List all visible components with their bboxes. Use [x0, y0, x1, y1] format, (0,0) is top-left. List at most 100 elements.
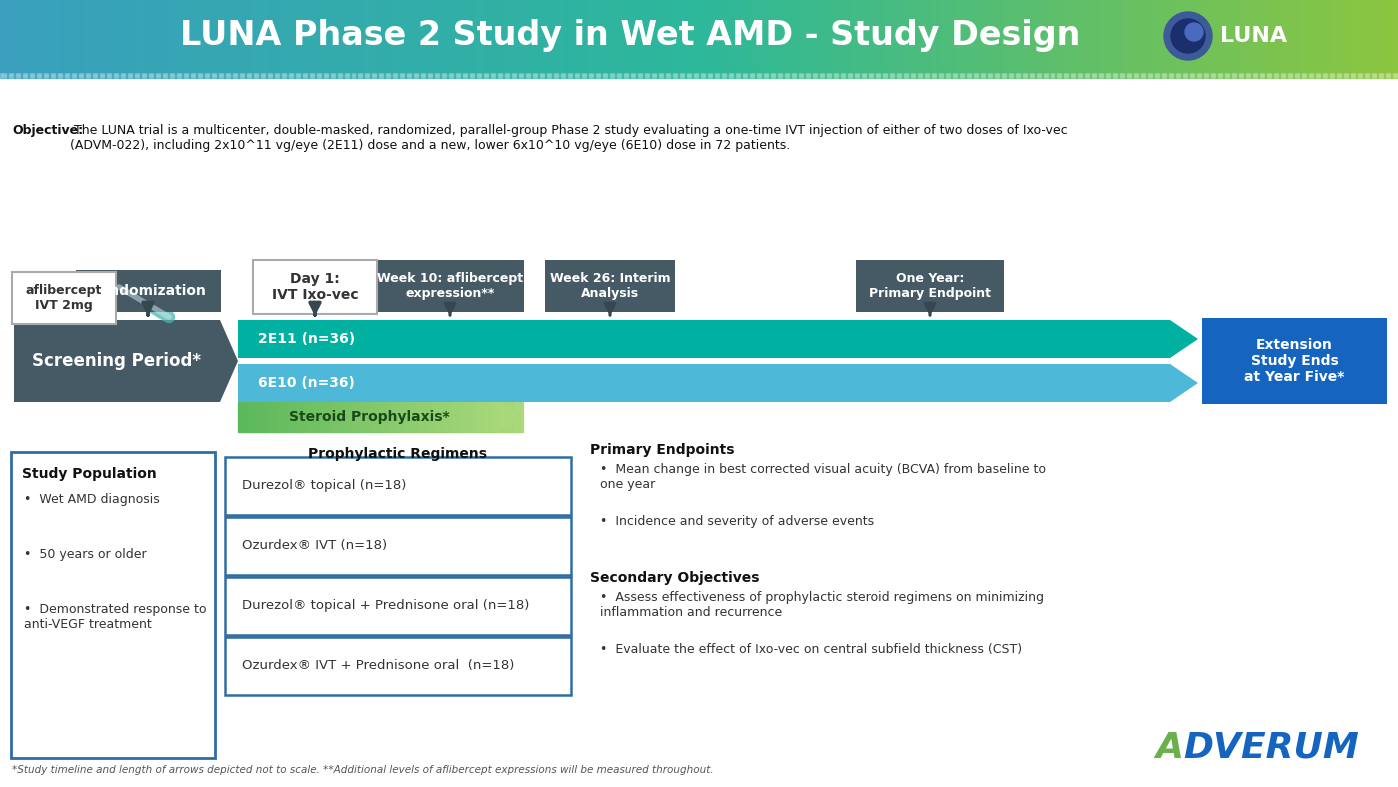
Polygon shape [273, 402, 274, 432]
Bar [923, 0, 928, 72]
Bar [350, 72, 358, 78]
Bar [1223, 72, 1232, 78]
Bar [331, 402, 336, 432]
Bar [147, 72, 155, 78]
Bar [675, 0, 681, 72]
Bar [14, 0, 20, 72]
Bar [895, 0, 900, 72]
Text: •  Incidence and severity of adverse events: • Incidence and severity of adverse even… [600, 515, 874, 528]
Bar [857, 0, 863, 72]
Bar [397, 402, 401, 432]
Bar [303, 0, 309, 72]
Bar [35, 72, 43, 78]
Bar [391, 0, 397, 72]
Bar [168, 0, 173, 72]
Bar [815, 0, 821, 72]
Polygon shape [303, 402, 306, 432]
Polygon shape [14, 320, 238, 402]
Bar [1304, 0, 1310, 72]
Bar [731, 0, 737, 72]
Bar [242, 0, 247, 72]
Bar [1167, 72, 1176, 78]
Text: Day 1:
IVT Ixo-vec: Day 1: IVT Ixo-vec [271, 272, 358, 302]
Bar [569, 0, 575, 72]
Bar [636, 72, 644, 78]
Text: •  Mean change in best corrected visual acuity (BCVA) from baseline to
one year: • Mean change in best corrected visual a… [600, 463, 1046, 491]
Bar [475, 0, 481, 72]
Bar [84, 72, 92, 78]
Bar [1360, 0, 1366, 72]
Bar [1011, 0, 1016, 72]
Bar [1072, 0, 1078, 72]
Bar [154, 0, 159, 72]
Bar [1240, 0, 1246, 72]
Bar [359, 0, 365, 72]
Bar [650, 72, 658, 78]
Bar [986, 72, 994, 78]
Text: Durezol® topical + Prednisone oral (n=18): Durezol® topical + Prednisone oral (n=18… [242, 600, 530, 612]
Bar [417, 402, 421, 432]
Polygon shape [267, 402, 270, 432]
Bar [49, 72, 57, 78]
Polygon shape [238, 402, 240, 432]
Bar [1380, 0, 1385, 72]
Bar [1244, 0, 1250, 72]
Bar [42, 0, 48, 72]
Bar [175, 72, 183, 78]
Bar [874, 72, 882, 78]
Bar [322, 72, 330, 78]
Polygon shape [426, 402, 429, 432]
Bar [937, 72, 945, 78]
Polygon shape [238, 320, 1198, 358]
Bar [867, 72, 875, 78]
Bar [352, 402, 355, 432]
Bar [329, 72, 337, 78]
Bar [294, 0, 299, 72]
Bar [386, 402, 390, 432]
Polygon shape [421, 402, 424, 432]
Bar [280, 0, 285, 72]
Bar [918, 0, 924, 72]
Polygon shape [252, 402, 253, 432]
Bar [1216, 72, 1225, 78]
Bar [249, 402, 253, 432]
Bar [136, 0, 141, 72]
Bar [387, 0, 393, 72]
Bar [56, 72, 64, 78]
Bar [457, 402, 460, 432]
Bar [396, 0, 401, 72]
Bar [531, 0, 537, 72]
Bar [499, 402, 503, 432]
Bar [317, 0, 323, 72]
Bar [102, 0, 108, 72]
Bar [629, 72, 637, 78]
Bar [329, 402, 333, 432]
Bar [1097, 72, 1106, 78]
Bar [256, 0, 261, 72]
Text: *Study timeline and length of arrows depicted not to scale. **Additional levels : *Study timeline and length of arrows dep… [13, 765, 713, 775]
Bar [1272, 72, 1281, 78]
Polygon shape [285, 402, 288, 432]
Polygon shape [435, 402, 438, 432]
Bar [625, 0, 630, 72]
Bar [779, 0, 784, 72]
Bar [144, 0, 150, 72]
Bar [150, 0, 155, 72]
Bar [678, 72, 686, 78]
FancyBboxPatch shape [253, 260, 377, 314]
Text: Ozurdex® IVT + Prednisone oral  (n=18): Ozurdex® IVT + Prednisone oral (n=18) [242, 660, 514, 673]
Bar [1188, 0, 1194, 72]
Bar [615, 0, 621, 72]
Bar [468, 72, 477, 78]
Bar [1081, 0, 1086, 72]
Bar [1310, 0, 1316, 72]
Bar [74, 0, 80, 72]
Bar [122, 0, 127, 72]
Bar [471, 402, 475, 432]
Bar [1179, 0, 1184, 72]
Bar [158, 0, 164, 72]
Polygon shape [414, 402, 417, 432]
Bar [1090, 0, 1096, 72]
Bar [461, 0, 467, 72]
Polygon shape [322, 402, 324, 432]
